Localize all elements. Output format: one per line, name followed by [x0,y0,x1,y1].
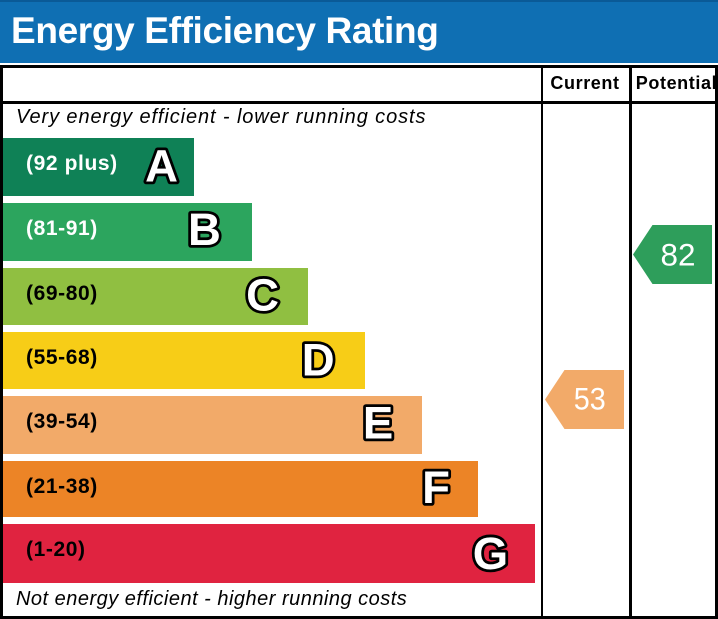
svg-text:82: 82 [661,236,696,272]
svg-text:A: A [145,140,178,191]
svg-text:D: D [302,335,335,386]
svg-text:B: B [188,204,221,255]
svg-text:53: 53 [574,381,606,417]
svg-text:E: E [363,397,393,448]
svg-text:F: F [422,462,450,513]
svg-text:C: C [246,270,279,321]
svg-text:G: G [473,528,508,579]
